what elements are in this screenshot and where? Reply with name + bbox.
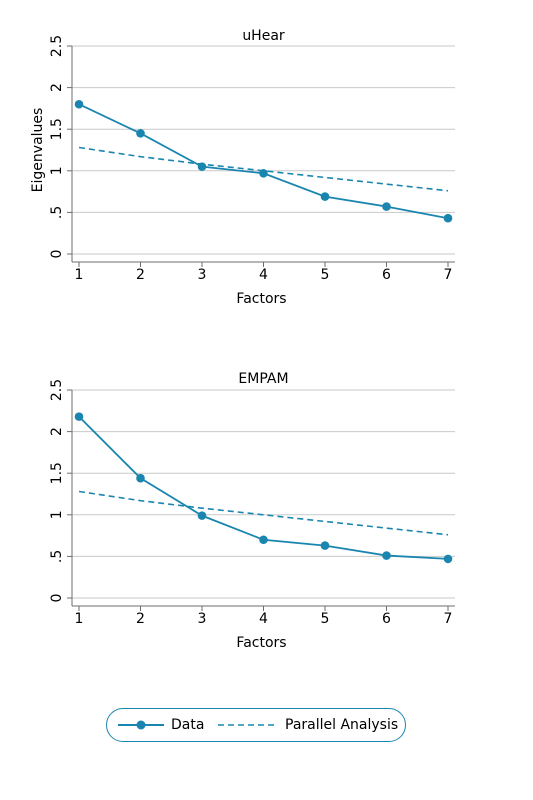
series-line-parallel-analysis [78,490,449,536]
x-tick-label: 6 [382,611,391,627]
series-line-parallel-analysis [78,146,449,192]
data-point [443,554,453,564]
x-tick-label: 1 [75,267,84,283]
y-tick-label: 1.5 [49,462,65,484]
data-point [320,541,330,550]
x-tick-label: 7 [444,267,453,283]
data-point [259,535,268,545]
y-tick-label: 1 [49,510,65,519]
y-tick-label: 2.5 [49,35,65,57]
data-point [197,511,207,520]
data-point [443,213,453,223]
y-tick-label: .5 [49,206,65,219]
x-tick-label: 4 [259,267,268,283]
x-tick-label: 5 [321,611,330,627]
data-point [74,412,84,421]
x-tick-label: 4 [259,611,268,627]
chart-panel-1: 0 .5 1 1.5 2 2.5 1 2 3 4 5 6 7 uHear Factors Eigenvalue… [30,28,455,307]
data-point [320,192,330,201]
y-tick-label: 2.5 [49,379,65,401]
chart-title: uHear [242,28,285,44]
data-point [382,202,391,211]
chart-title: EMPAM [238,371,288,387]
x-tick-label: 6 [382,267,391,283]
x-tick-label: 2 [136,267,145,283]
x-tick-label: 1 [75,611,84,627]
x-axis-label: Factors [236,291,286,307]
legend-keys [117,720,274,729]
data-point [382,551,391,560]
data-point [136,473,145,483]
y-tick-label: .5 [49,550,65,563]
data-point [74,99,84,109]
x-tick-label: 3 [198,267,207,283]
y-axis-label: Eigenvalues [30,108,46,193]
legend-label-data: Data [171,717,205,733]
y-tick-label: 2 [49,83,65,92]
x-tick-label: 7 [444,611,453,627]
y-tick-label: 0 [49,250,65,259]
x-tick-label: 5 [321,267,330,283]
x-axis-label: Factors [236,635,286,651]
y-tick-label: 2 [49,427,65,436]
legend-label-parallel-analysis: Parallel Analysis [285,717,399,733]
y-tick-label: 0 [49,594,65,603]
chart-canvas: 0.511.522.51 2 3 4 5 6 7uHearFactorsEigenvalue… [30,28,455,651]
y-tick-label: 1 [49,166,65,175]
series-line-data [78,103,449,220]
x-tick-label: 3 [198,611,207,627]
legend-data-marker [136,720,145,729]
x-tick-label: 2 [136,611,145,627]
legend: Data Parallel Analysis [106,708,406,742]
chart-panel-2: 0 .5 1 1.5 2 2.5 1 2 3 4 5 6 7 EMPAM Factors [49,371,455,651]
data-point [136,129,145,138]
y-tick-label: 1.5 [49,118,65,140]
